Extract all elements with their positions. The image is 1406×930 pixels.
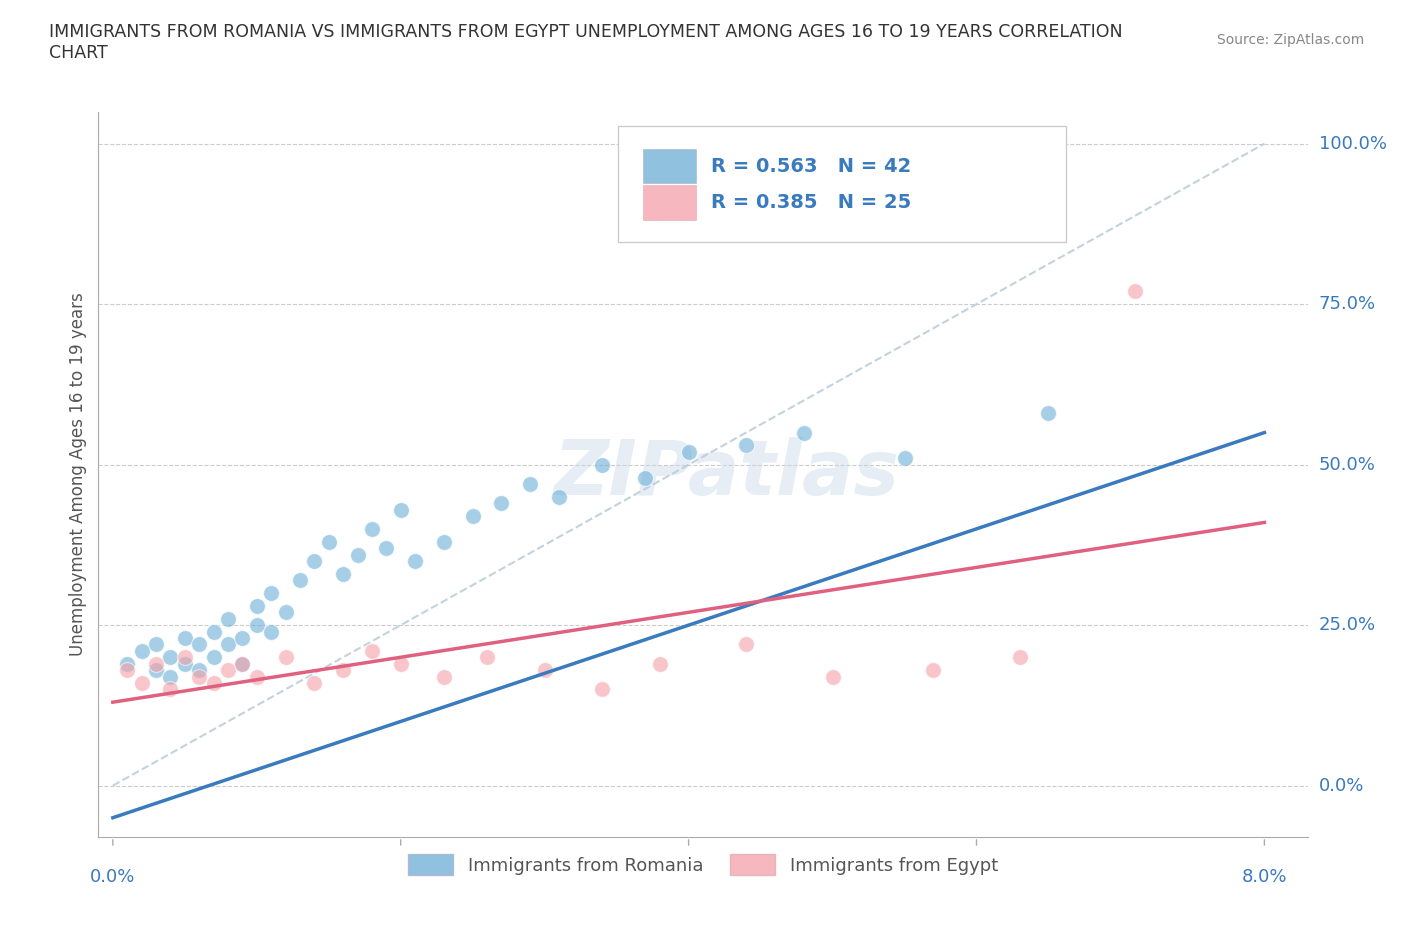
Point: [173, 657, 195, 671]
Text: IMMIGRANTS FROM ROMANIA VS IMMIGRANTS FROM EGYPT UNEMPLOYMENT AMONG AGES 16 TO 1: IMMIGRANTS FROM ROMANIA VS IMMIGRANTS FR…: [49, 23, 1123, 62]
Point: [131, 675, 153, 690]
Point: [433, 669, 456, 684]
Point: [318, 534, 340, 549]
Point: [332, 566, 354, 581]
Point: [274, 650, 297, 665]
Text: 0.0%: 0.0%: [90, 868, 135, 885]
Point: [433, 534, 456, 549]
FancyBboxPatch shape: [643, 185, 696, 219]
Point: [404, 553, 426, 568]
Text: R = 0.563   N = 42: R = 0.563 N = 42: [711, 156, 911, 176]
Point: [202, 650, 225, 665]
Point: [159, 650, 181, 665]
Point: [491, 496, 513, 511]
Point: [678, 445, 700, 459]
Point: [304, 553, 326, 568]
Point: [591, 682, 613, 697]
Point: [389, 657, 412, 671]
Point: [217, 611, 239, 626]
Point: [246, 599, 269, 614]
Point: [173, 631, 195, 645]
Point: [821, 669, 844, 684]
Point: [159, 669, 181, 684]
Point: [231, 631, 253, 645]
Point: [346, 547, 368, 562]
Point: [115, 663, 138, 678]
FancyBboxPatch shape: [619, 126, 1066, 242]
Point: [893, 451, 915, 466]
Point: [475, 650, 498, 665]
Point: [145, 637, 167, 652]
Point: [1123, 284, 1146, 299]
Point: [922, 663, 945, 678]
Text: 50.0%: 50.0%: [1319, 456, 1375, 473]
Text: 0.0%: 0.0%: [1319, 777, 1364, 794]
Text: R = 0.385   N = 25: R = 0.385 N = 25: [711, 193, 911, 212]
Point: [145, 657, 167, 671]
Point: [231, 657, 253, 671]
Text: 100.0%: 100.0%: [1319, 135, 1386, 153]
Point: [648, 657, 671, 671]
Point: [389, 502, 412, 517]
Point: [131, 644, 153, 658]
Y-axis label: Unemployment Among Ages 16 to 19 years: Unemployment Among Ages 16 to 19 years: [69, 292, 87, 657]
Point: [548, 489, 571, 504]
Point: [1008, 650, 1031, 665]
Point: [217, 663, 239, 678]
Point: [361, 522, 384, 537]
Text: 25.0%: 25.0%: [1319, 617, 1376, 634]
Point: [634, 470, 657, 485]
Point: [202, 675, 225, 690]
Point: [188, 663, 211, 678]
Legend: Immigrants from Romania, Immigrants from Egypt: Immigrants from Romania, Immigrants from…: [401, 847, 1005, 883]
Point: [115, 657, 138, 671]
Point: [1038, 405, 1060, 420]
Text: Source: ZipAtlas.com: Source: ZipAtlas.com: [1216, 33, 1364, 46]
Point: [260, 624, 283, 639]
Point: [332, 663, 354, 678]
Point: [231, 657, 253, 671]
Point: [202, 624, 225, 639]
Point: [304, 675, 326, 690]
Text: 75.0%: 75.0%: [1319, 295, 1376, 313]
Point: [173, 650, 195, 665]
Text: 8.0%: 8.0%: [1241, 868, 1286, 885]
Point: [188, 637, 211, 652]
Point: [145, 663, 167, 678]
Point: [159, 682, 181, 697]
Point: [793, 425, 815, 440]
Point: [375, 540, 398, 555]
Point: [246, 669, 269, 684]
Point: [461, 509, 484, 524]
Point: [361, 644, 384, 658]
Point: [274, 604, 297, 619]
Point: [735, 438, 758, 453]
Point: [288, 573, 311, 588]
Point: [533, 663, 555, 678]
Point: [188, 669, 211, 684]
FancyBboxPatch shape: [643, 149, 696, 183]
Point: [246, 618, 269, 632]
Text: ZIPatlas: ZIPatlas: [554, 437, 900, 512]
Point: [591, 458, 613, 472]
Point: [735, 637, 758, 652]
Point: [519, 476, 541, 491]
Point: [217, 637, 239, 652]
Point: [260, 586, 283, 601]
